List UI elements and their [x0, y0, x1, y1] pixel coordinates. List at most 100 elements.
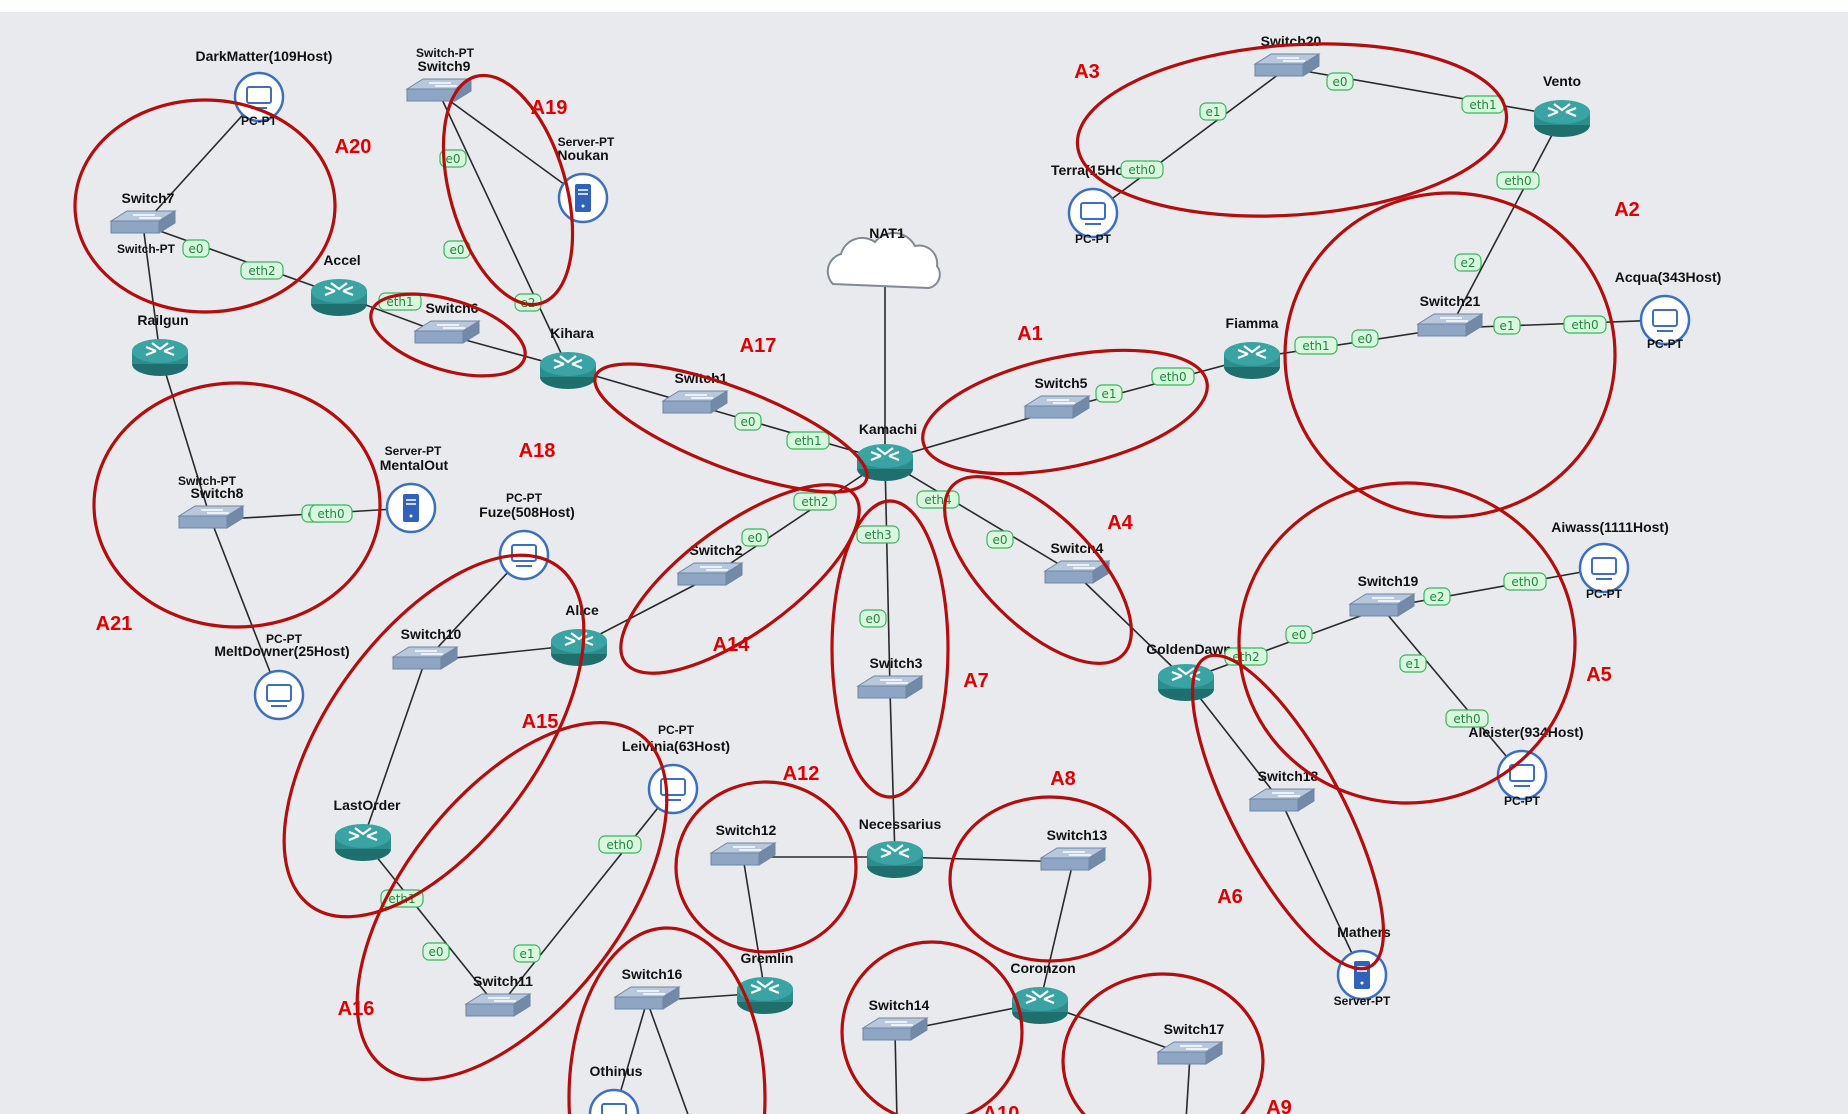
- device-label: Switch10: [401, 626, 462, 642]
- port-badge: e0: [1326, 72, 1354, 91]
- port-badge: eth0: [598, 835, 642, 854]
- svg-text:e0: e0: [1291, 628, 1306, 642]
- device-acqua[interactable]: Acqua(343Host) PC-PT: [1615, 269, 1722, 351]
- port-badge: e1: [1493, 316, 1521, 335]
- device-gremlin[interactable]: Gremlin: [737, 950, 793, 1014]
- device-leivinia[interactable]: Leivinia(63Host)PC-PT: [622, 723, 730, 815]
- link-Kamachi-Switch3: [884, 459, 891, 691]
- area-label-a2: A2: [1614, 199, 1640, 221]
- device-kihara[interactable]: Kihara: [540, 325, 596, 389]
- device-switch16[interactable]: Switch16: [613, 966, 683, 1010]
- svg-text:e2: e2: [1460, 256, 1475, 270]
- device-alice[interactable]: Alice: [551, 602, 607, 666]
- device-type-label: PC-PT: [506, 491, 543, 505]
- device-label: Switch5: [1035, 375, 1088, 391]
- device-kamachi[interactable]: Kamachi: [857, 421, 917, 481]
- device-label: Switch3: [870, 655, 923, 671]
- area-ring-a14: [619, 483, 861, 675]
- port-badge: e0: [986, 530, 1014, 549]
- area-ring-unlabeled: [567, 926, 767, 1114]
- device-switch13[interactable]: Switch13: [1039, 827, 1108, 871]
- svg-text:eth0: eth0: [1453, 712, 1480, 726]
- port-badge: e0: [734, 412, 762, 431]
- device-switch19[interactable]: Switch19: [1348, 573, 1419, 617]
- device-switch2[interactable]: Switch2: [676, 542, 744, 586]
- port-badge: eth0: [1503, 572, 1547, 591]
- device-necessarius[interactable]: Necessarius: [859, 816, 942, 878]
- area-ring-a1: [921, 348, 1209, 476]
- device-label: NAT1: [869, 225, 905, 241]
- svg-text:e0: e0: [747, 531, 762, 545]
- device-switch17[interactable]: Switch17: [1156, 1021, 1225, 1065]
- device-label: Leivinia(63Host): [622, 738, 730, 754]
- device-switch5[interactable]: Switch5: [1023, 375, 1091, 419]
- svg-text:e0: e0: [188, 242, 203, 256]
- svg-text:e1: e1: [1101, 387, 1116, 401]
- port-badge: e0: [1351, 329, 1379, 348]
- device-fiamma[interactable]: Fiamma: [1224, 315, 1280, 379]
- device-switch11[interactable]: Switch11: [464, 973, 533, 1017]
- device-railgun[interactable]: Railgun: [132, 312, 189, 376]
- device-label: Switch13: [1047, 827, 1108, 843]
- svg-text:eth0: eth0: [1511, 575, 1538, 589]
- area-ring-a17: [593, 362, 869, 494]
- device-switch12[interactable]: Switch12: [709, 822, 777, 866]
- link-Switch14-Switch14b: [894, 1031, 898, 1114]
- device-type-label: PC-PT: [1586, 587, 1623, 601]
- area-ring-a7: [830, 499, 950, 799]
- device-nat1[interactable]: NAT1: [826, 225, 941, 290]
- port-badge: eth2: [1224, 647, 1268, 666]
- device-switch7[interactable]: Switch7 Switch-PT: [109, 190, 177, 256]
- device-type-label: Switch-PT: [178, 474, 237, 488]
- link-Switch19-Aiwass: [1381, 567, 1605, 609]
- device-darkmatter[interactable]: DarkMatter(109Host) PC-PT: [196, 48, 333, 128]
- area-ring-a2: [1283, 191, 1617, 519]
- device-terra[interactable]: Terra(15Host) PC-PT: [1051, 162, 1141, 246]
- device-label: Railgun: [137, 312, 188, 328]
- device-goldendawn[interactable]: GoldenDawn: [1146, 641, 1232, 701]
- link-Switch7-DarkMatter: [142, 96, 260, 226]
- port-badge: eth4: [916, 490, 960, 509]
- area-label-a6: A6: [1217, 886, 1243, 908]
- device-aiwass[interactable]: Aiwass(1111Host) PC-PT: [1551, 519, 1669, 601]
- device-vento[interactable]: Vento: [1534, 73, 1590, 137]
- area-label-a20: A20: [335, 136, 372, 158]
- area-ring-a3: [1075, 42, 1509, 218]
- link-Switch18-Mathers: [1281, 802, 1363, 976]
- device-mathers[interactable]: Mathers Server-PT: [1334, 924, 1391, 1008]
- device-switch1[interactable]: Switch1: [661, 370, 729, 414]
- device-label: Mathers: [1337, 924, 1391, 940]
- device-label: Othinus: [590, 1063, 643, 1079]
- device-lastorder[interactable]: LastOrder: [334, 797, 401, 861]
- device-switch3[interactable]: Switch3: [856, 655, 924, 699]
- area-ring-a12: [674, 780, 858, 954]
- device-label: Aleister(934Host): [1468, 724, 1583, 740]
- svg-text:eth3: eth3: [864, 528, 891, 542]
- device-switch10[interactable]: Switch10: [391, 626, 462, 670]
- device-label: Kamachi: [859, 421, 917, 437]
- device-switch14[interactable]: Switch14: [861, 997, 930, 1041]
- device-aleister[interactable]: Aleister(934Host) PC-PT: [1468, 724, 1583, 808]
- area-ring-a8: [948, 795, 1152, 963]
- device-coronzon[interactable]: Coronzon: [1010, 960, 1076, 1024]
- device-accel[interactable]: Accel: [311, 252, 367, 316]
- svg-text:eth2: eth2: [801, 495, 828, 509]
- port-badge: e0: [1285, 625, 1313, 644]
- device-type-label: PC-PT: [1647, 337, 1684, 351]
- device-fuze[interactable]: Fuze(508Host)PC-PT: [479, 491, 575, 581]
- link-Switch9-Noukan: [438, 92, 584, 199]
- svg-text:eth2: eth2: [248, 264, 275, 278]
- device-switch21[interactable]: Switch21: [1416, 293, 1484, 337]
- link-Switch21-Acqua: [1449, 319, 1666, 329]
- device-othinus[interactable]: Othinus: [588, 1063, 643, 1114]
- device-label: Switch17: [1164, 1021, 1225, 1037]
- device-switch18[interactable]: Switch18: [1248, 768, 1319, 812]
- link-Kamachi-Switch4: [884, 459, 1078, 576]
- device-switch20[interactable]: Switch20: [1253, 33, 1322, 77]
- device-meltdowner[interactable]: MeltDowner(25Host)PC-PT: [214, 632, 350, 721]
- area-label-a5: A5: [1586, 664, 1612, 686]
